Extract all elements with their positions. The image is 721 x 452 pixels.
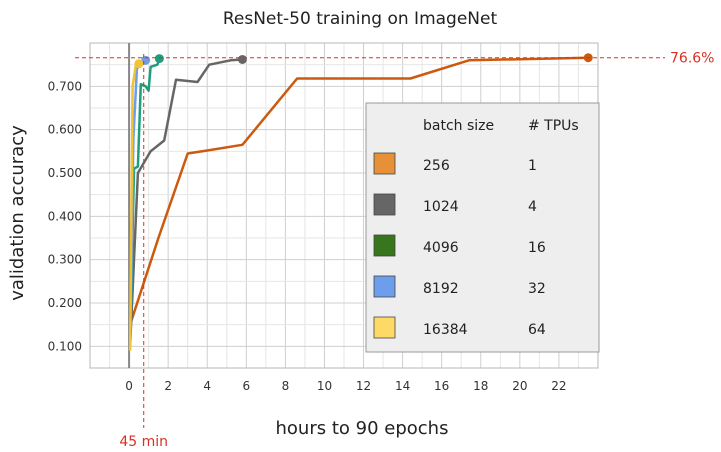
legend-batch-size: 1024 [423, 199, 459, 215]
series-endpoint-4096 [154, 54, 164, 64]
legend-batch-size: 256 [423, 158, 450, 174]
x-ticks: 0 2 4 6 8 10 12 14 16 18 20 22 [125, 379, 566, 393]
chart-title: ResNet-50 training on ImageNet [223, 9, 498, 29]
legend-swatch-8192 [373, 275, 396, 298]
x-axis-title: hours to 90 epochs [276, 418, 449, 439]
legend-header-tpus: # TPUs [528, 118, 579, 134]
legend-header-batch-size: batch size [423, 118, 494, 134]
y-tick-label: 0.200 [48, 296, 82, 310]
x-tick-label: 14 [395, 379, 410, 393]
series-endpoint-16384 [134, 59, 144, 69]
x-tick-label: 0 [125, 379, 133, 393]
legend-box [365, 102, 600, 353]
y-tick-label: 0.400 [48, 209, 82, 223]
x-tick-label: 20 [512, 379, 527, 393]
y-axis-title: validation accuracy [7, 125, 28, 301]
y-tick-label: 0.700 [48, 79, 82, 93]
x-tick-label: 16 [434, 379, 449, 393]
y-tick-label: 0.100 [48, 339, 82, 353]
legend-batch-size: 16384 [423, 322, 468, 338]
legend-batch-size: 4096 [423, 240, 459, 256]
y-tick-label: 0.300 [48, 253, 82, 267]
legend-tpus: 32 [528, 281, 546, 297]
x-tick-label: 22 [551, 379, 566, 393]
x-tick-label: 12 [356, 379, 371, 393]
x-tick-label: 10 [317, 379, 332, 393]
y-tick-label: 0.500 [48, 166, 82, 180]
legend-batch-size: 8192 [423, 281, 459, 297]
legend-tpus: 16 [528, 240, 546, 256]
series-line-256 [128, 56, 589, 326]
series-endpoint-1024 [237, 54, 247, 64]
reference-lines: 76.6% 45 min [75, 51, 714, 450]
y-ticks: 0.100 0.200 0.300 0.400 0.500 0.600 0.700 [48, 79, 82, 353]
series-line-4096 [128, 58, 161, 347]
series-lines [128, 53, 593, 351]
x-tick-label: 18 [473, 379, 488, 393]
legend-swatch-4096 [373, 234, 396, 257]
legend-tpus: 64 [528, 322, 546, 338]
legend: batch size # TPUs 256 1 1024 4 4096 16 8192 32 1… [365, 102, 600, 353]
legend-swatch-16384 [373, 316, 396, 339]
reference-label-time: 45 min [119, 434, 168, 450]
x-tick-label: 8 [282, 379, 290, 393]
legend-swatch-1024 [373, 193, 396, 216]
x-tick-label: 4 [203, 379, 211, 393]
legend-tpus: 4 [528, 199, 537, 215]
x-tick-label: 6 [242, 379, 250, 393]
reference-label-accuracy: 76.6% [670, 51, 714, 67]
x-tick-label: 2 [164, 379, 172, 393]
legend-swatch-256 [373, 152, 396, 175]
y-tick-label: 0.600 [48, 123, 82, 137]
series-line-1024 [128, 58, 243, 347]
legend-tpus: 1 [528, 158, 537, 174]
